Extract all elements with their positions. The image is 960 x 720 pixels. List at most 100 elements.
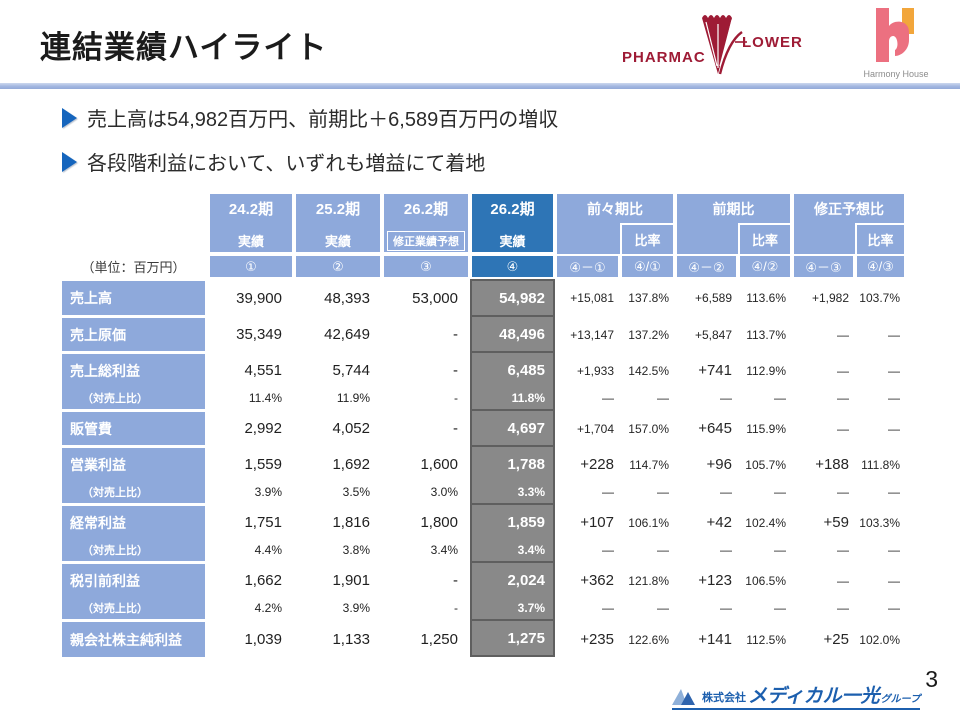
cell-ratio: 102.4% [738, 503, 792, 539]
cell-diff: ― [555, 387, 620, 409]
cell-ratio: ― [855, 481, 906, 503]
cell-diff: ― [675, 539, 738, 561]
cell-ratio: ― [620, 481, 675, 503]
row-label: 税引前利益 [62, 561, 208, 597]
cell-value: - [382, 387, 470, 409]
cell-diff: +59 [792, 503, 855, 539]
cell-ratio: ― [855, 539, 906, 561]
cell-value: 1,901 [294, 561, 382, 597]
cell-actual-highlight: 6,485 [470, 351, 555, 387]
table-row: 親会社株主純利益 1,039 1,133 1,250 1,275 +235 122.6% +1… [62, 619, 906, 657]
row-label: （対売上比） [62, 539, 208, 561]
cell-value: 11.9% [294, 387, 382, 409]
cell-ratio: 113.7% [738, 315, 792, 351]
cell-diff: +645 [675, 409, 738, 445]
row-label: （対売上比） [62, 387, 208, 409]
cell-diff: ― [792, 351, 855, 387]
cell-ratio: 113.6% [738, 279, 792, 315]
cell-value: 4.4% [208, 539, 294, 561]
bullet-text: 売上高は54,982百万円、前期比＋6,589百万円の増収 [87, 109, 559, 131]
column-header-period: 25.2期実績 [294, 192, 382, 254]
cell-value: 1,250 [382, 619, 470, 657]
harmony-house-logo: Harmony House [850, 8, 942, 84]
period-type: 修正業績予想 [385, 230, 467, 251]
period-label: 25.2期 [315, 201, 361, 218]
column-header-period: 24.2期 実績 [208, 192, 294, 254]
row-label: 親会社株主純利益 [62, 619, 208, 657]
cell-ratio: 157.0% [620, 409, 675, 445]
cell-value: 42,649 [294, 315, 382, 351]
row-label: 売上総利益 [62, 351, 208, 387]
pharmacy-flower-text-right: LOWER [742, 34, 803, 51]
row-label: 営業利益 [62, 445, 208, 481]
table-row: 販管費 2,992 4,052-4,697 +1,704 157.0% +645 115.9… [62, 409, 906, 445]
cell-value: - [382, 561, 470, 597]
cell-diff: ― [555, 539, 620, 561]
cell-diff: +1,982 [792, 279, 855, 315]
footer-company-name: メディカル一光 [748, 686, 880, 707]
cell-ratio: ― [738, 481, 792, 503]
cell-ratio: 142.5% [620, 351, 675, 387]
period-type: 実績 [499, 234, 526, 249]
row-label: 販管費 [62, 409, 208, 445]
cell-ratio: 103.3% [855, 503, 906, 539]
row-label: （対売上比） [62, 597, 208, 619]
cell-diff: +1,704 [555, 409, 620, 445]
cell-value: 1,800 [382, 503, 470, 539]
cell-diff: +1,933 [555, 351, 620, 387]
cell-value: 39,900 [208, 279, 294, 315]
cell-diff: ― [792, 315, 855, 351]
cell-actual-highlight: 3.7% [470, 597, 555, 619]
cell-value: 3.5% [294, 481, 382, 503]
cell-ratio: ― [738, 539, 792, 561]
cell-actual-highlight: 1,859 [470, 503, 555, 539]
cell-value: 2,992 [208, 409, 294, 445]
cell-diff: +235 [555, 619, 620, 657]
cell-diff: ― [792, 387, 855, 409]
cell-value: - [382, 315, 470, 351]
cell-value: 1,559 [208, 445, 294, 481]
harmony-house-h-icon [876, 8, 914, 62]
column-mark: ① [208, 254, 294, 279]
cell-diff: ― [792, 561, 855, 597]
cell-actual-highlight: 11.8% [470, 387, 555, 409]
cell-diff: +5,847 [675, 315, 738, 351]
cell-ratio: 106.1% [620, 503, 675, 539]
cell-ratio: 137.8% [620, 279, 675, 315]
period-type: 実績 [237, 234, 264, 249]
cell-diff: +6,589 [675, 279, 738, 315]
table-row: 売上総利益 4,551 5,744-6,485 +1,933 142.5% +741 112… [62, 351, 906, 387]
table-corner-spacer [62, 192, 208, 254]
cell-value: 1,039 [208, 619, 294, 657]
table-row: 税引前利益 1,662 1,901-2,024 +362 121.8% +123 106.5… [62, 561, 906, 597]
cell-diff: ― [675, 387, 738, 409]
cell-value: 1,816 [294, 503, 382, 539]
cell-diff: +42 [675, 503, 738, 539]
cell-diff: ― [792, 597, 855, 619]
cell-ratio: ― [855, 351, 906, 387]
cell-actual-highlight: 54,982 [470, 279, 555, 315]
cell-value: 3.4% [382, 539, 470, 561]
page-title: 連結業績ハイライト [40, 30, 328, 65]
column-mark-ratio: ④/② [738, 254, 792, 279]
bullet-item: 売上高は54,982百万円、前期比＋6,589百万円の増収 [62, 103, 558, 132]
cell-value: 3.9% [208, 481, 294, 503]
footer-company-prefix: 株式会社 [702, 692, 746, 704]
column-header-period: 26.2期 修正業績予想 [382, 192, 470, 254]
column-mark-diff: ④－① [555, 254, 620, 279]
column-header-period: 26.2期 実績 [470, 192, 555, 254]
bullet-text: 各段階利益において、いずれも増益にて着地 [87, 153, 486, 175]
cell-diff: +96 [675, 445, 738, 481]
column-mark: ④ [470, 254, 555, 279]
cell-diff: +741 [675, 351, 738, 387]
period-type: 実績 [324, 234, 351, 249]
cell-value: 1,751 [208, 503, 294, 539]
cell-ratio: ― [620, 387, 675, 409]
highlight-bullets: 売上高は54,982百万円、前期比＋6,589百万円の増収 各段階利益において、… [62, 103, 558, 191]
cell-ratio: 103.7% [855, 279, 906, 315]
cell-ratio: ― [855, 409, 906, 445]
cell-diff: ― [675, 597, 738, 619]
column-header-compare: 前期比 [675, 192, 792, 223]
cell-value: 4.2% [208, 597, 294, 619]
cell-diff: ― [792, 539, 855, 561]
